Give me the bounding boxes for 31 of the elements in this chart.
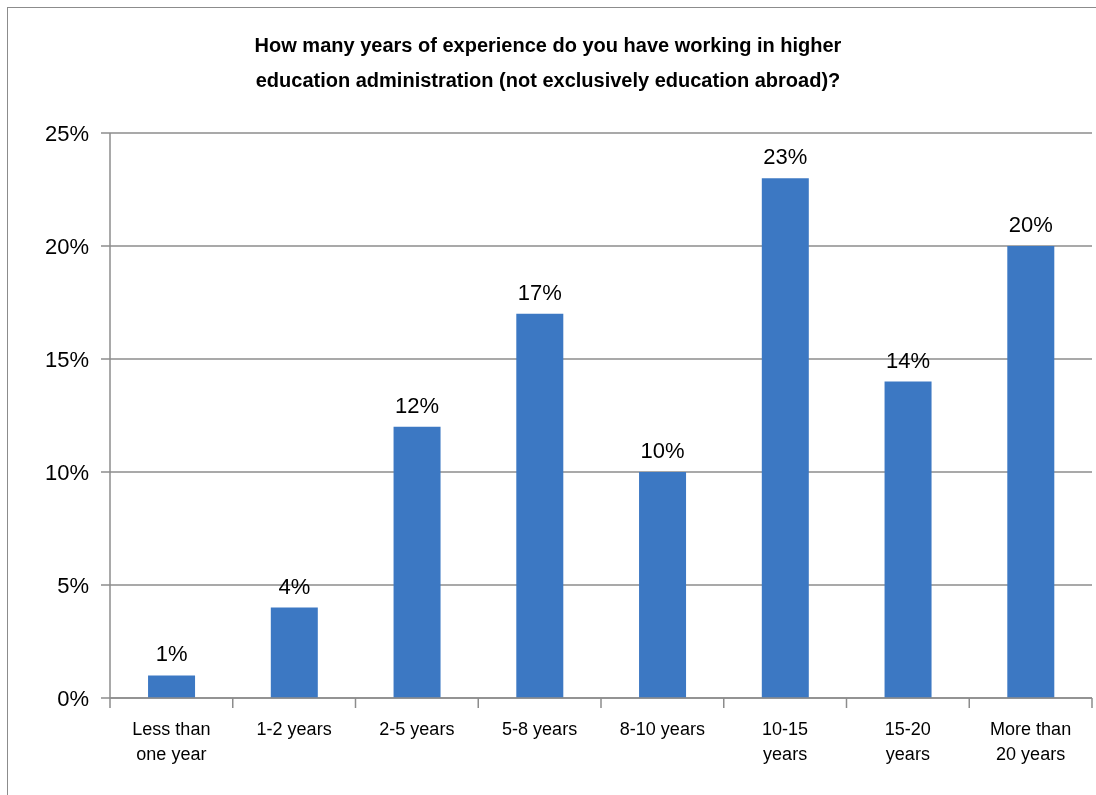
x-tick-label: 1-2 years [256,719,332,739]
data-label: 1% [155,641,188,667]
bar [393,426,441,698]
x-tick-label: 8-10 years [619,719,705,739]
bar [148,675,196,698]
bar [270,607,318,698]
x-tick-label: Less than one year [132,719,211,764]
data-label: 14% [886,347,931,373]
data-label: 17% [517,279,562,305]
data-label: 4% [278,573,311,599]
x-tick-label: 10-15 years [762,719,809,764]
bar [761,178,809,698]
y-tick-label: 10% [44,459,89,485]
y-tick-label: 25% [44,120,89,146]
data-label: 23% [763,144,808,170]
x-tick-label: 5-8 years [502,719,578,739]
data-label: 20% [1008,212,1053,237]
y-tick-label: 15% [44,346,89,372]
x-tick-label: More than 20 years [990,719,1072,764]
bar [1007,246,1055,698]
x-tick-label: 15-20 years [884,719,931,764]
bar [516,313,564,698]
data-label: 12% [395,392,440,418]
chart-title: How many years of experience do you have working in higher education administration (not exclusively education abroad)? [253,33,843,93]
data-label: 10% [640,438,685,463]
y-tick-label: 0% [57,685,89,711]
y-tick-label: 5% [57,572,89,598]
bar [639,472,687,698]
y-tick-label: 20% [44,233,89,259]
x-tick-label: 2-5 years [379,719,455,739]
bar [884,381,932,698]
